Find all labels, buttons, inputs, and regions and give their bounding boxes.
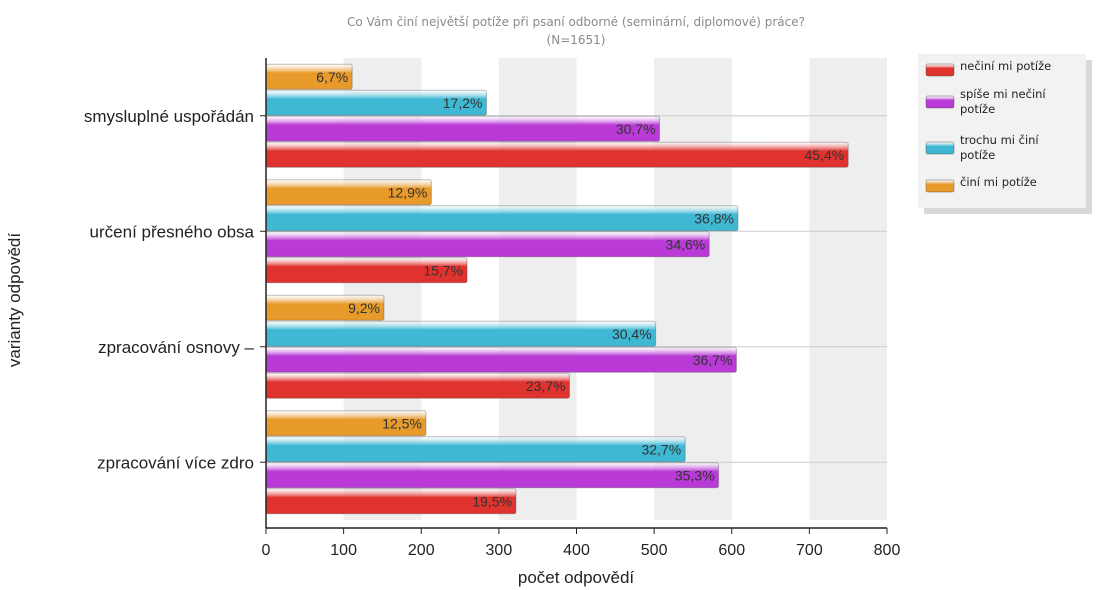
data-label: 45,4%	[804, 147, 844, 163]
data-label: 23,7%	[526, 378, 566, 394]
x-tick-label: 300	[486, 542, 513, 559]
data-label: 15,7%	[423, 262, 463, 278]
grid-band	[809, 58, 887, 520]
x-tick-label: 500	[641, 542, 668, 559]
category-label: zpracování více zdro	[97, 453, 254, 472]
legend-label: trochu mi činí potíže	[960, 133, 1039, 162]
data-label: 9,2%	[348, 300, 380, 316]
data-label: 30,4%	[612, 326, 652, 342]
bar	[265, 115, 661, 142]
x-tick-label: 400	[563, 542, 590, 559]
category-label: smysluplné uspořádán	[84, 107, 254, 126]
x-tick-label: 100	[330, 542, 357, 559]
bar	[265, 205, 739, 232]
bar	[265, 462, 720, 489]
y-axis-title: varianty odpovědí	[5, 233, 24, 367]
bar	[265, 436, 686, 463]
data-label: 17,2%	[443, 95, 483, 111]
axes: 0 100 200 300 400 500 600 700 800 smysluplné uspo…	[84, 58, 901, 559]
legend: nečiní mi potíže spíše mi nečiní potíže tro…	[918, 54, 1092, 214]
data-label: 32,7%	[641, 441, 681, 457]
x-tick-label: 600	[718, 542, 745, 559]
x-tick-label: 200	[408, 542, 435, 559]
legend-swatch	[925, 63, 955, 77]
data-label: 30,7%	[616, 121, 656, 137]
legend-swatch	[925, 179, 955, 193]
data-label: 36,8%	[694, 210, 734, 226]
data-label: 12,5%	[382, 415, 422, 431]
legend-swatch	[925, 141, 955, 155]
data-label: 6,7%	[316, 69, 348, 85]
gridlines	[266, 115, 887, 463]
bar	[265, 231, 710, 258]
bar	[265, 372, 571, 399]
bars	[265, 63, 849, 515]
x-tick-label: 700	[796, 542, 823, 559]
x-tick-label: 0	[262, 542, 271, 559]
legend-label: nečiní mi potíže	[960, 59, 1051, 73]
legend-label: činí mi potíže	[960, 175, 1037, 189]
data-label: 34,6%	[666, 236, 706, 252]
category-label: zpracování osnovy –	[98, 338, 254, 357]
chart-title: Co Vám činí největší potíže při psaní od…	[347, 15, 805, 29]
data-label: 36,7%	[693, 352, 733, 368]
data-label: 35,3%	[675, 467, 715, 483]
data-labels: 6,7% 17,2% 30,7% 45,4% 12,9% 36,8% 34,6% 15,7% 9…	[316, 69, 844, 510]
data-label: 12,9%	[388, 184, 428, 200]
data-label: 19,5%	[472, 493, 512, 509]
bar	[265, 141, 849, 168]
chart-subtitle: (N=1651)	[547, 33, 606, 47]
legend-label: spíše mi nečiní potíže	[960, 87, 1046, 116]
category-label: určení přesného obsa	[90, 222, 255, 241]
legend-swatch	[925, 95, 955, 109]
x-axis-title: počet odpovědí	[518, 568, 635, 587]
bar	[265, 346, 737, 373]
bar	[265, 320, 657, 347]
x-tick-label: 800	[874, 542, 901, 559]
